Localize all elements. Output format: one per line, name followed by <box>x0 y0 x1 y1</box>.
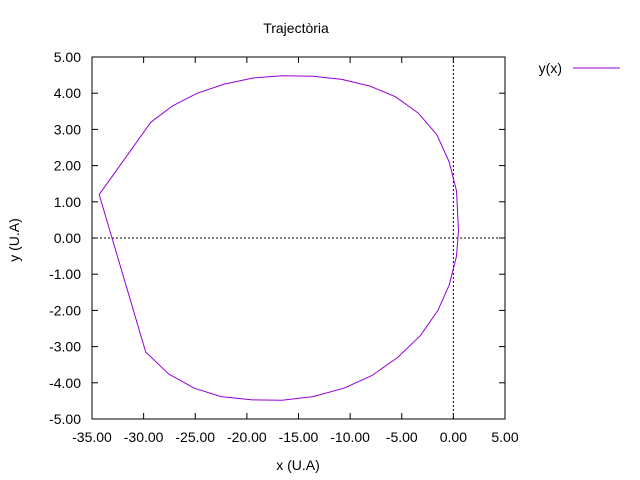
x-tick-label: -30.00 <box>124 429 164 445</box>
x-tick-label: 5.00 <box>491 429 518 445</box>
legend: y(x) <box>539 60 620 76</box>
series-layer <box>98 75 459 401</box>
y-axis-ticks: 5.00 4.00 3.00 2.00 1.00 0.00 -1.00 -2.00 -3.00 -… <box>49 49 505 427</box>
x-tick-label: -25.00 <box>175 429 215 445</box>
legend-label: y(x) <box>539 60 562 76</box>
x-axis-ticks: -35.00 -30.00 -25.00 -20.00 -15.00 -10.00 -5.0… <box>72 57 519 445</box>
y-axis-title: y (U.A) <box>6 218 22 262</box>
y-tick-label: -4.00 <box>49 375 81 391</box>
y-tick-label: -1.00 <box>49 266 81 282</box>
y-tick-label: 1.00 <box>54 194 81 210</box>
series-line <box>98 75 459 401</box>
y-tick-label: 4.00 <box>54 85 81 101</box>
x-tick-label: -35.00 <box>72 429 112 445</box>
y-tick-label: -2.00 <box>49 302 81 318</box>
x-tick-label: 0.00 <box>440 429 467 445</box>
zero-axes <box>92 57 505 419</box>
y-tick-label: 3.00 <box>54 121 81 137</box>
y-tick-label: 2.00 <box>54 158 81 174</box>
x-axis-title: x (U.A) <box>276 457 320 473</box>
y-tick-label: -3.00 <box>49 339 81 355</box>
x-tick-label: -15.00 <box>279 429 319 445</box>
x-tick-label: -20.00 <box>227 429 267 445</box>
chart-title: Trajectòria <box>263 20 329 36</box>
y-tick-label: 0.00 <box>54 230 81 246</box>
y-tick-label: 5.00 <box>54 49 81 65</box>
x-tick-label: -10.00 <box>330 429 370 445</box>
x-tick-label: -5.00 <box>386 429 418 445</box>
y-tick-label: -5.00 <box>49 411 81 427</box>
